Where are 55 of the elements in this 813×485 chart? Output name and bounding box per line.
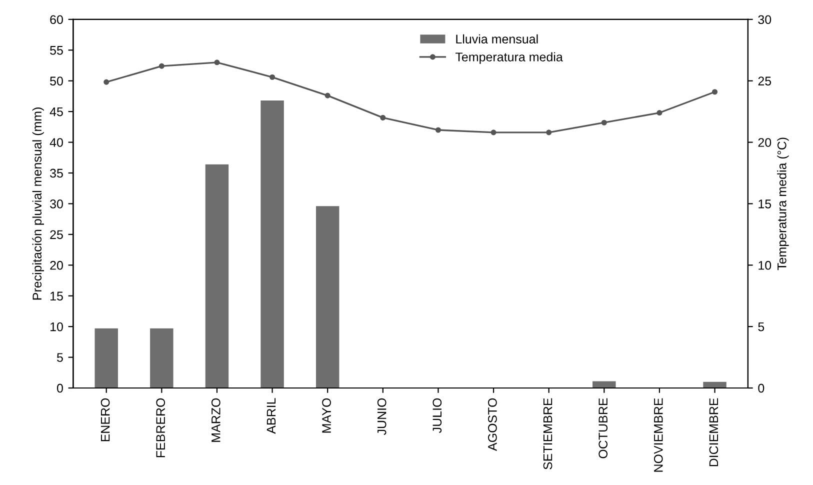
bar bbox=[150, 328, 174, 388]
point bbox=[270, 74, 276, 80]
y2-tick-label: 30 bbox=[758, 15, 772, 24]
x-tick-label: JULIO bbox=[432, 398, 442, 433]
point bbox=[712, 89, 718, 95]
y2-tick-label: 20 bbox=[758, 138, 772, 147]
y-tick-label: 20 bbox=[50, 260, 63, 270]
y2-tick-label: 5 bbox=[758, 322, 764, 332]
y2-tick-label: 25 bbox=[758, 76, 772, 86]
point bbox=[380, 114, 386, 120]
y-tick-label: 25 bbox=[50, 230, 63, 240]
x-tick-label: MAYO bbox=[322, 398, 331, 433]
y-tick-label: 30 bbox=[50, 200, 63, 208]
y-tick-label: 50 bbox=[50, 76, 63, 86]
bar bbox=[205, 164, 229, 388]
bar bbox=[94, 328, 118, 388]
y-tick-label: 15 bbox=[50, 292, 63, 300]
y2-tick-label: 0 bbox=[758, 384, 764, 393]
x-tick-label: MARZO bbox=[211, 398, 220, 442]
y2-tick-label: 15 bbox=[758, 200, 772, 208]
y-tick-label: 45 bbox=[50, 107, 63, 116]
point bbox=[490, 130, 496, 136]
y-tick-label: 0 bbox=[56, 384, 63, 393]
point bbox=[214, 60, 220, 66]
x-tick-label: DICIEMBRE bbox=[709, 398, 718, 466]
point bbox=[104, 79, 110, 85]
point bbox=[435, 127, 441, 133]
x-tick-label: SETIEMBRE bbox=[543, 398, 552, 470]
y2-axis-title: Temperatura media (°C) bbox=[777, 138, 789, 270]
point bbox=[656, 110, 662, 116]
y-tick-label: 5 bbox=[56, 353, 63, 362]
legend-label: Temperatura media bbox=[455, 52, 563, 64]
y2-tick-label: 10 bbox=[758, 260, 772, 270]
point bbox=[158, 63, 164, 69]
x-tick-label: JUNIO bbox=[377, 398, 386, 436]
point bbox=[546, 130, 552, 136]
x-tick-label: ABRIL bbox=[266, 398, 276, 434]
point bbox=[324, 92, 330, 98]
y-tick-label: 10 bbox=[50, 322, 63, 332]
x-tick-label: FEBRERO bbox=[156, 398, 166, 458]
legend-label: Lluvia mensual bbox=[456, 34, 538, 44]
bar bbox=[592, 381, 616, 388]
x-tick-label: AGOSTO bbox=[488, 398, 497, 451]
y-axis-title: Precipitación pluvial mensual (mm) bbox=[32, 108, 44, 300]
x-tick-label: OCTUBRE bbox=[598, 398, 608, 458]
bar bbox=[316, 206, 340, 388]
x-tick-label: NOVIEMBRE bbox=[654, 398, 663, 472]
bar bbox=[703, 382, 726, 388]
y-tick-label: 60 bbox=[50, 15, 63, 24]
point bbox=[601, 120, 607, 126]
x-tick-label: ENERO bbox=[100, 398, 110, 442]
y-tick-label: 55 bbox=[50, 46, 63, 55]
bar bbox=[260, 100, 284, 388]
y-tick-label: 35 bbox=[50, 168, 63, 178]
y-tick-label: 40 bbox=[50, 138, 63, 147]
